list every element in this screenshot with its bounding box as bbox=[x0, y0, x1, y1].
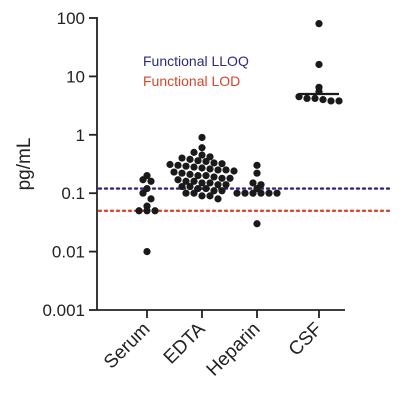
data-point bbox=[198, 192, 206, 200]
y-tick-label: 0.1 bbox=[61, 184, 85, 203]
data-point bbox=[218, 174, 226, 182]
data-point bbox=[226, 174, 234, 182]
data-point bbox=[190, 177, 198, 185]
y-axis-title: pg/mL bbox=[14, 138, 35, 191]
data-point bbox=[139, 176, 147, 184]
data-point bbox=[174, 161, 182, 169]
data-point bbox=[186, 182, 194, 191]
legend-entry-lod: Functional LOD bbox=[143, 73, 240, 89]
data-point bbox=[190, 148, 198, 156]
data-point bbox=[194, 172, 202, 180]
data-point bbox=[210, 159, 218, 167]
category-label-heparin: Heparin bbox=[203, 319, 265, 381]
legend: Functional LLOQ Functional LOD bbox=[143, 53, 249, 89]
y-tick-label: 100 bbox=[57, 9, 85, 28]
data-point bbox=[311, 94, 319, 103]
data-point bbox=[151, 207, 159, 215]
data-point bbox=[253, 169, 261, 177]
data-point bbox=[253, 220, 261, 228]
data-point bbox=[198, 151, 206, 159]
data-point bbox=[198, 144, 206, 152]
category-label-serum: Serum bbox=[100, 319, 154, 373]
data-point bbox=[186, 155, 194, 163]
data-point bbox=[182, 177, 190, 185]
data-point bbox=[166, 160, 174, 169]
data-point bbox=[143, 248, 151, 256]
data-point bbox=[265, 189, 273, 197]
data-point bbox=[198, 179, 206, 187]
data-point bbox=[202, 157, 210, 166]
data-point bbox=[218, 160, 226, 168]
data-point bbox=[230, 167, 238, 175]
data-point bbox=[335, 97, 343, 105]
data-point bbox=[186, 170, 194, 178]
data-point bbox=[198, 164, 206, 172]
data-point bbox=[194, 157, 202, 165]
data-point bbox=[210, 187, 218, 195]
data-point bbox=[174, 176, 182, 184]
data-point bbox=[139, 189, 147, 197]
data-point bbox=[178, 169, 186, 177]
data-point bbox=[206, 165, 214, 173]
data-point bbox=[222, 181, 230, 189]
y-tick-label: 10 bbox=[66, 67, 85, 86]
data-point bbox=[135, 207, 143, 215]
data-point bbox=[315, 20, 323, 28]
data-point bbox=[178, 154, 186, 162]
data-point bbox=[182, 162, 190, 170]
data-point bbox=[178, 182, 186, 191]
data-point bbox=[222, 166, 230, 174]
data-point bbox=[190, 163, 198, 171]
data-point bbox=[315, 60, 323, 69]
data-point bbox=[214, 166, 222, 174]
data-point bbox=[198, 133, 206, 142]
data-point bbox=[190, 189, 198, 197]
data-point bbox=[327, 97, 335, 105]
data-points bbox=[135, 20, 343, 256]
y-tick-label: 0.001 bbox=[42, 301, 85, 320]
data-point bbox=[218, 187, 226, 195]
category-label-csf: CSF bbox=[285, 319, 327, 361]
data-point bbox=[210, 173, 218, 181]
data-point bbox=[202, 184, 210, 193]
data-point bbox=[253, 161, 261, 169]
data-point bbox=[206, 192, 214, 200]
data-point bbox=[202, 172, 210, 180]
category-label-edta: EDTA bbox=[160, 318, 210, 368]
data-point bbox=[319, 96, 327, 104]
data-point bbox=[214, 195, 222, 203]
data-point bbox=[241, 189, 249, 197]
data-point bbox=[233, 189, 241, 197]
data-point bbox=[147, 195, 155, 203]
y-tick-label: 1 bbox=[76, 126, 85, 145]
data-point bbox=[170, 168, 178, 176]
data-point bbox=[214, 181, 222, 189]
legend-entry-lloq: Functional LLOQ bbox=[143, 53, 249, 69]
data-point bbox=[273, 189, 281, 197]
data-point bbox=[143, 207, 151, 215]
data-point bbox=[249, 179, 257, 187]
data-point bbox=[303, 94, 311, 103]
y-tick-label: 0.01 bbox=[52, 243, 85, 262]
data-point bbox=[257, 189, 265, 197]
data-point bbox=[206, 179, 214, 187]
data-point bbox=[249, 189, 257, 197]
data-point bbox=[147, 177, 155, 185]
data-point bbox=[182, 189, 190, 197]
